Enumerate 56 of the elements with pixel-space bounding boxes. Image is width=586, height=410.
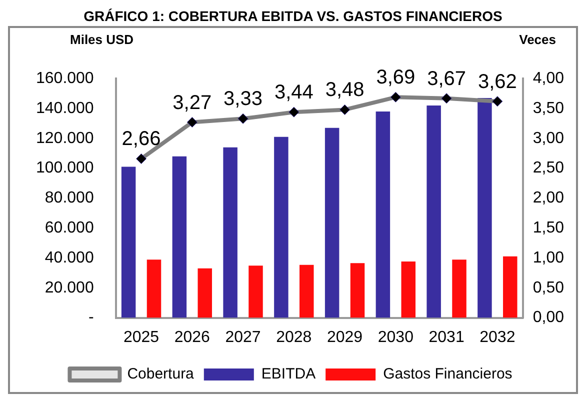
y-tick-label: - [88, 309, 94, 326]
bar [274, 136, 288, 318]
data-label: 3,27 [172, 92, 212, 114]
legend-label: Cobertura [127, 366, 195, 383]
data-label: 2,66 [122, 128, 161, 150]
bar [300, 264, 314, 318]
bar [401, 261, 416, 318]
data-label: 3,44 [274, 82, 314, 104]
y2-tick-label: 3,50 [532, 100, 564, 117]
x-tick-label: 2031 [428, 328, 464, 346]
y2-tick-label: 1,00 [532, 249, 564, 266]
bar [248, 266, 263, 318]
bar [452, 260, 466, 318]
y2-axis-title: Veces [519, 32, 556, 47]
y2-tick-label: 2,00 [532, 190, 564, 207]
bar [121, 166, 136, 318]
bar [376, 111, 390, 318]
x-tick-label: 2030 [378, 328, 414, 346]
chart-title: GRÁFICO 1: COBERTURA EBITDA VS. GASTOS FINANCIEROS [82, 8, 504, 24]
y-tick-label: 60.000 [44, 220, 94, 237]
y-tick-label: 20.000 [44, 279, 94, 296]
x-tick-label: 2028 [276, 328, 312, 346]
y2-tick-label: 2,50 [532, 160, 564, 177]
y2-tick-label: 1,50 [532, 220, 564, 237]
bar [426, 106, 441, 318]
x-tick-label: 2032 [480, 328, 516, 346]
y2-tick-label: 0,50 [532, 279, 564, 296]
y2-tick-label: 0,00 [532, 309, 564, 326]
x-tick-label: 2027 [225, 328, 261, 346]
y-tick-label: 80.000 [44, 190, 94, 207]
x-tick-label: 2025 [123, 328, 160, 346]
y-tick-label: 160.000 [36, 70, 94, 88]
x-tick-label: 2029 [326, 328, 363, 346]
y2-tick-label: 3,00 [532, 130, 564, 147]
bar [223, 147, 238, 318]
data-label: 3,48 [325, 79, 364, 102]
legend-label: Gastos Financieros [383, 366, 512, 383]
bar [350, 263, 365, 318]
y-tick-label: 40.000 [44, 249, 94, 266]
bar [478, 98, 492, 318]
y-tick-label: 140.000 [36, 100, 94, 117]
y-tick-label: 120.000 [36, 130, 94, 147]
legend-label: EBITDA [261, 366, 316, 383]
data-label: 3,33 [224, 88, 262, 110]
y2-tick-label: 4,00 [532, 70, 564, 88]
y-axis-title: Miles USD [70, 32, 134, 47]
data-label: 3,62 [478, 70, 517, 93]
y-tick-label: 100.000 [36, 160, 94, 177]
data-label: 3,67 [427, 68, 466, 90]
bar [198, 268, 212, 318]
bar [324, 128, 340, 318]
bar [146, 260, 162, 318]
x-tick-label: 2026 [174, 328, 210, 346]
bar [172, 156, 187, 318]
data-label: 3,69 [376, 66, 416, 89]
bar [503, 256, 518, 318]
